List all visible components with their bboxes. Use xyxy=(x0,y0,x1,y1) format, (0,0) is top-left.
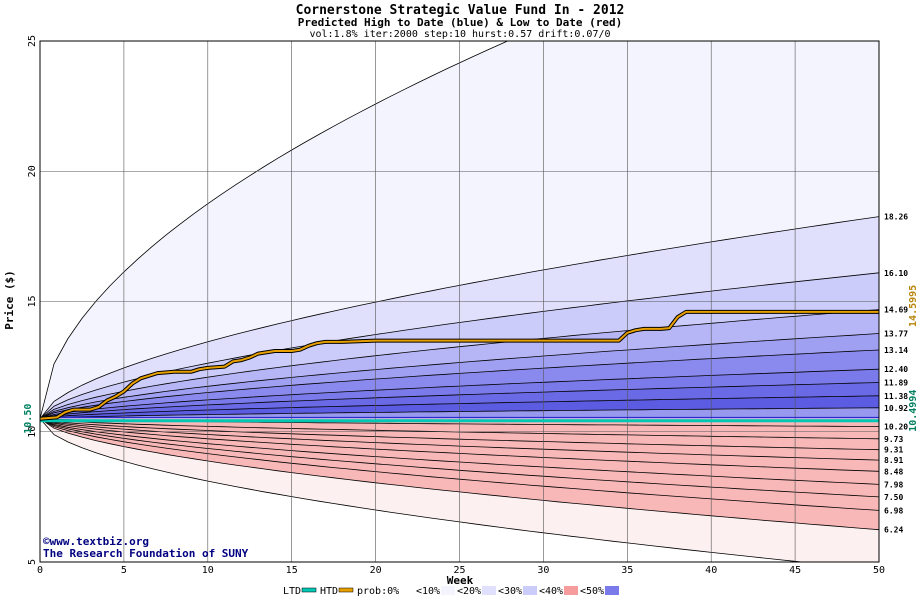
lower-band-label: 7.50 xyxy=(884,493,903,502)
lower-band-label: 9.31 xyxy=(884,446,903,455)
legend-swatch xyxy=(482,586,496,595)
lower-band-label: 9.73 xyxy=(884,435,903,444)
legend-label: LTD xyxy=(283,586,301,597)
x-tick-label: 40 xyxy=(705,565,717,576)
plot-layer xyxy=(39,40,880,563)
legend-label: <20% xyxy=(457,586,481,597)
legend-label: <10% xyxy=(416,586,440,597)
start-price-label: 10.50 xyxy=(23,404,34,434)
legend: LTD HTD prob:0% <10% <20% <30% <40% <50% xyxy=(283,586,619,597)
upper-band-label: 13.14 xyxy=(884,346,908,355)
legend-label: prob:0% xyxy=(357,586,399,597)
y-tick-label: 25 xyxy=(27,35,38,47)
lower-band-label: 10.20 xyxy=(884,423,908,432)
legend-swatch xyxy=(523,586,537,595)
x-tick-label: 20 xyxy=(370,565,382,576)
upper-band xyxy=(40,309,879,419)
chart-title: Cornerstone Strategic Value Fund In - 20… xyxy=(296,3,625,18)
legend-label: HTD xyxy=(320,586,338,597)
plot-frame xyxy=(39,40,880,563)
lower-band-label: 6.98 xyxy=(884,506,903,515)
y-axis-label: Price ($) xyxy=(3,270,16,330)
legend-swatch xyxy=(441,586,455,595)
lower-band-label: 7.98 xyxy=(884,480,903,489)
legend-label: <50% xyxy=(580,586,604,597)
x-tick-label: 30 xyxy=(537,565,549,576)
upper-band-label: 11.38 xyxy=(884,392,908,401)
upper-band-label: 14.69 xyxy=(884,306,908,315)
upper-band-label: 10.92 xyxy=(884,404,908,413)
legend-swatch xyxy=(564,586,578,595)
lower-band-label: 8.48 xyxy=(884,467,903,476)
legend-label: <30% xyxy=(498,586,522,597)
legend-swatch xyxy=(301,587,317,593)
credit-line-2: The Research Foundation of SUNY xyxy=(43,547,249,560)
y-tick-label: 5 xyxy=(27,559,38,565)
x-tick-label: 50 xyxy=(873,565,885,576)
y-tick-label: 15 xyxy=(27,295,38,307)
x-axis-label: Week xyxy=(447,574,474,587)
htd-value-label: 10.4994 xyxy=(908,390,919,432)
legend-swatch xyxy=(605,586,619,595)
x-tick-label: 5 xyxy=(121,565,127,576)
price-path xyxy=(39,310,879,420)
x-tick-label: 15 xyxy=(286,565,298,576)
legend-swatch xyxy=(400,586,414,595)
legend-swatch xyxy=(338,587,354,593)
x-tick-label: 45 xyxy=(789,565,801,576)
x-tick-label: 35 xyxy=(621,565,633,576)
upper-band-label: 16.10 xyxy=(884,269,908,278)
upper-band-label: 13.77 xyxy=(884,330,908,339)
lower-band-label: 8.91 xyxy=(884,456,903,465)
lower-band-label: 6.24 xyxy=(884,526,903,535)
chart-subtitle: Predicted High to Date (blue) & Low to D… xyxy=(298,16,623,29)
path-end-label: 14.5995 xyxy=(908,285,919,327)
x-tick-label: 25 xyxy=(453,565,465,576)
axis-layer: 0 5 10 15 20 25 30 35 40 45 5051015202510.5018.261… xyxy=(23,35,919,576)
y-tick-label: 20 xyxy=(27,165,38,177)
upper-band-label: 18.26 xyxy=(884,213,908,222)
upper-band-label: 11.89 xyxy=(884,379,908,388)
y-tick-label: 10 xyxy=(27,426,38,438)
upper-band-label: 12.40 xyxy=(884,365,908,374)
legend-label: <40% xyxy=(539,586,563,597)
upper-band xyxy=(40,333,879,419)
x-tick-label: 0 xyxy=(37,565,43,576)
credit-line-1: ©www.textbiz.org xyxy=(43,535,149,548)
x-tick-label: 10 xyxy=(202,565,214,576)
chart-params: vol:1.8% iter:2000 step:10 hurst:0.57 dr… xyxy=(309,29,610,40)
